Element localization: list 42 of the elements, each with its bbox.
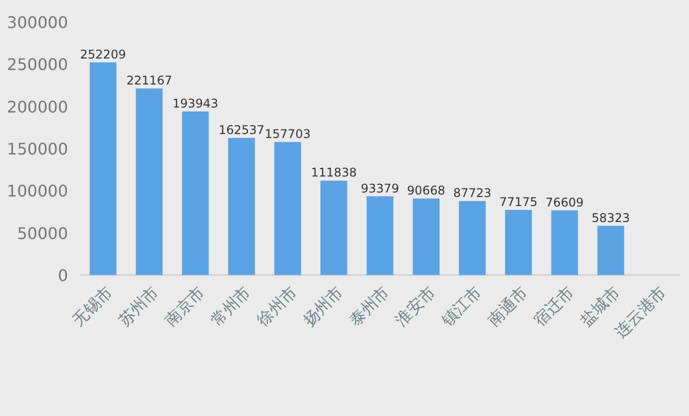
- data-label: 87723: [453, 186, 492, 200]
- bar: [320, 180, 348, 275]
- bar: [90, 62, 116, 275]
- bar: [412, 198, 440, 275]
- bar: [366, 196, 394, 275]
- data-label: 252209: [80, 47, 126, 62]
- y-tick-label: 250000: [6, 55, 68, 74]
- data-label: 77175: [499, 194, 538, 209]
- data-label: 157703: [264, 127, 311, 142]
- x-tick-label: 南京市: [162, 283, 208, 330]
- data-label: 111838: [310, 166, 357, 180]
- bar: [228, 138, 255, 275]
- x-tick-label: 泰州市: [346, 283, 393, 330]
- x-tick-label: 镇江市: [438, 283, 486, 330]
- y-tick-label: 150000: [6, 140, 68, 158]
- y-tick-label: 50000: [17, 224, 68, 243]
- data-label: 90668: [407, 184, 446, 198]
- data-label: 93379: [360, 181, 400, 196]
- x-tick-label: 无锡市: [69, 283, 116, 330]
- x-tick-label: 苏州市: [115, 283, 162, 330]
- x-tick-label: 淮安市: [392, 283, 439, 330]
- x-tick-label: 常州市: [208, 283, 254, 330]
- bar: [136, 88, 163, 275]
- bar: [597, 226, 624, 275]
- y-tick-label: 200000: [6, 97, 68, 116]
- bar: [182, 111, 209, 275]
- data-label: 221167: [126, 73, 172, 88]
- bar: [505, 210, 532, 275]
- x-tick-label: 徐州市: [254, 283, 301, 330]
- data-label: 76609: [546, 195, 584, 210]
- y-tick-label: 300000: [6, 13, 68, 32]
- x-tick-label: 扬州市: [300, 283, 347, 330]
- y-tick-label: 100000: [6, 182, 68, 201]
- data-label: 162537: [218, 122, 264, 137]
- x-tick-label: 南通市: [484, 283, 532, 330]
- bar: [458, 201, 486, 275]
- x-tick-label: 宿迁市: [530, 283, 578, 330]
- bar: [274, 142, 302, 275]
- data-label: 193943: [172, 96, 218, 110]
- data-label: 58323: [592, 210, 630, 225]
- bar: [551, 210, 578, 275]
- y-tick-label: 0: [58, 266, 68, 285]
